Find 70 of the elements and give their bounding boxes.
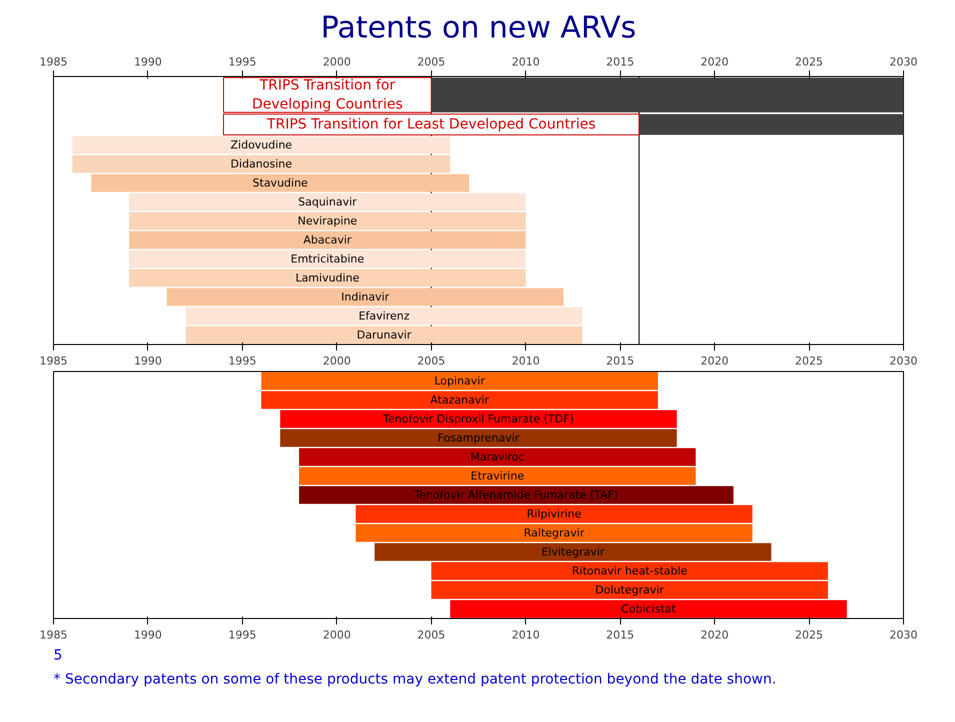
bar [356, 505, 752, 523]
bar [299, 467, 696, 485]
bar [280, 410, 677, 428]
y-tick-label: Raltegravir [524, 526, 585, 540]
x2-tick-label: 2015 [606, 56, 634, 68]
y-tick-label: Cobicistat [621, 602, 677, 616]
x-tick-label: 1985 [40, 628, 68, 642]
x-tick-label: 2025 [795, 628, 824, 642]
y-tick-label: Dolutegravir [595, 584, 664, 596]
x-tick-label: 2020 [700, 354, 729, 368]
y-tick-label: Emtricitabine [290, 252, 364, 266]
y-tick-label: TRIPS Transition for Developing Countries [252, 77, 403, 113]
y-tick-label: Maraviroc [470, 450, 524, 464]
y-tick-label: Atazanavir [430, 394, 490, 406]
x-tick-label: 2025 [795, 354, 824, 368]
y-tick-label: Stavudine [252, 176, 308, 190]
x2-tick-label: 1995 [228, 56, 256, 68]
x2-tick-label: 2020 [700, 56, 729, 68]
x-tick-label: 2005 [417, 354, 446, 368]
x2-tick-label: 1985 [40, 56, 68, 68]
bar [280, 429, 677, 447]
x-tick-label: 1995 [228, 354, 256, 368]
bar [261, 391, 658, 409]
x-tick-label: 2000 [322, 628, 351, 642]
bar [356, 524, 752, 542]
x-tick-label: 2030 [890, 628, 918, 642]
y-tick-label: Rilpivirine [526, 508, 582, 520]
x-tick-label: 1990 [134, 354, 162, 368]
bar [374, 543, 772, 561]
y-tick-label: Etravirine [470, 470, 524, 482]
text: * Secondary patents on some of these products may extend patent protection beyond the date shown. [54, 672, 776, 688]
y-tick-label: Didanosine [230, 158, 292, 170]
y-tick-label: Ritonavir heat-stable [572, 564, 688, 578]
chart-title: Patents on new ARVs [320, 10, 636, 46]
bar [261, 372, 658, 390]
x-tick-label: 2015 [606, 628, 634, 642]
y-tick-label: Efavirenz [358, 310, 410, 322]
x-tick-label: 2030 [890, 354, 918, 368]
x2-tick-label: 2010 [512, 56, 540, 68]
y-tick-label: Saquinavir [298, 196, 358, 208]
x-tick-label: 2010 [512, 354, 540, 368]
x-tick-label: 2000 [322, 354, 351, 368]
x-tick-label: 2005 [417, 628, 446, 642]
bar [299, 486, 734, 504]
bar [299, 448, 696, 466]
text: 5 [54, 648, 62, 664]
y-tick-label: Lopinavir [434, 374, 486, 388]
y-tick-label: Nevirapine [298, 214, 358, 228]
y-tick-label: Tenofovir Disproxil Fumarate (TDF) [382, 412, 574, 426]
y-tick-label: Lamivudine [295, 272, 360, 284]
y-tick-label: TRIPS Transition for Least Developed Countries [266, 116, 596, 132]
x-tick-label: 1995 [228, 628, 256, 642]
x-tick-label: 2015 [606, 354, 634, 368]
x2-tick-label: 2005 [417, 56, 446, 68]
x2-tick-label: 2030 [890, 56, 918, 68]
x-tick-label: 1990 [134, 628, 162, 642]
y-tick-label: Darunavir [356, 328, 412, 342]
y-tick-label: Indinavir [341, 290, 390, 304]
x-tick-label: 1985 [40, 354, 68, 368]
x2-tick-label: 2000 [322, 56, 351, 68]
y-tick-label: Fosamprenavir [438, 432, 520, 444]
x2-tick-label: 1990 [134, 56, 162, 68]
y-tick-label: Tenofovir Alfenamide Fumarate (TAF) [413, 488, 618, 502]
y-tick-label: Abacavir [303, 234, 352, 246]
y-tick-label: Elvitegravir [541, 546, 605, 558]
y-tick-label: Zidovudine [230, 138, 292, 152]
bar [450, 600, 847, 618]
x-tick-label: 2010 [512, 628, 540, 642]
x2-tick-label: 2025 [795, 56, 824, 68]
x-tick-label: 2020 [700, 628, 729, 642]
